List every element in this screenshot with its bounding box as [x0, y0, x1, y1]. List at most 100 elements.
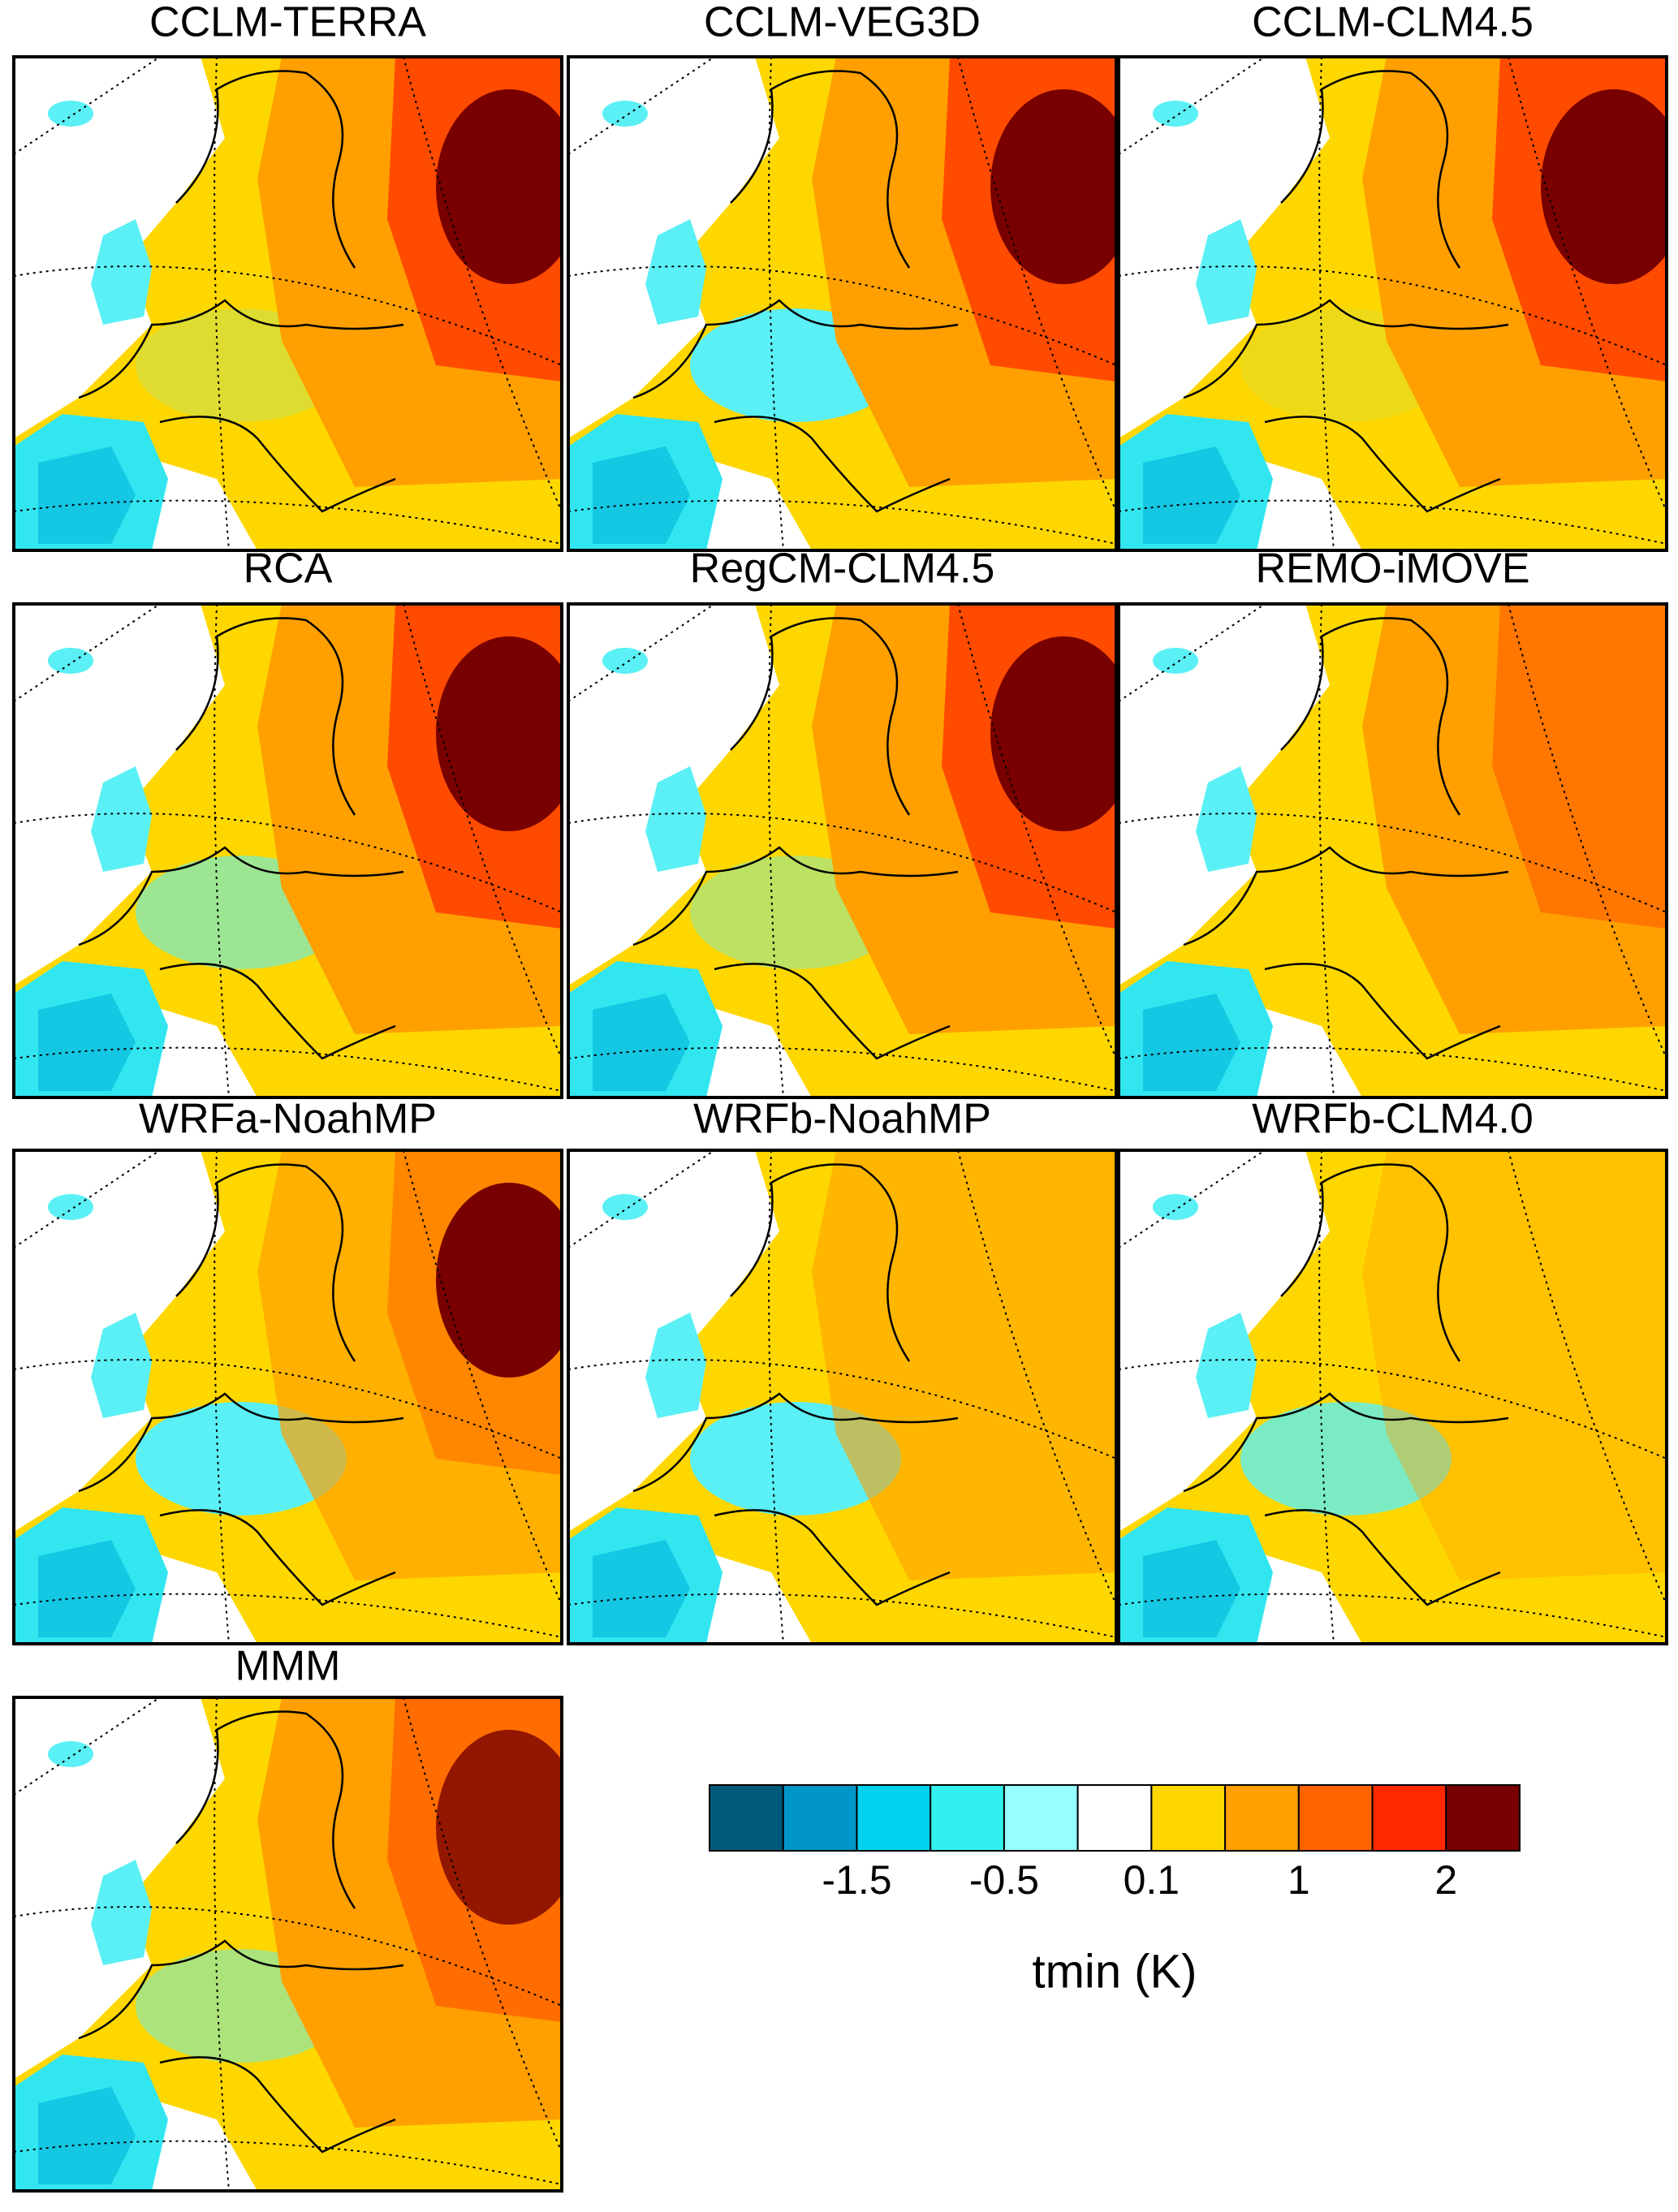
- iberia-core: [38, 446, 136, 544]
- graticule: [1318, 57, 1335, 550]
- coastline: [632, 299, 959, 399]
- iberia-core: [1143, 1540, 1240, 1637]
- colorbar-box: [930, 1784, 1005, 1852]
- panel-frame: [12, 1696, 563, 2193]
- graticule: [768, 1150, 784, 1644]
- graticule: [214, 604, 230, 1097]
- graticule: [214, 1150, 230, 1644]
- iberia-core: [38, 1540, 136, 1637]
- iberia-core: [1143, 446, 1240, 544]
- panel-frame: [567, 602, 1118, 1099]
- iberia-core: [593, 994, 690, 1091]
- graticule: [1508, 1150, 1667, 1606]
- graticule: [214, 57, 230, 550]
- graticule: [768, 57, 784, 550]
- colorbar-label: tmin (K): [1033, 1945, 1197, 1998]
- panel-frame: [12, 602, 563, 1099]
- graticule: [14, 1906, 562, 2007]
- iceland: [48, 1741, 93, 1767]
- coastline: [1264, 963, 1501, 1060]
- graticule: [1508, 604, 1667, 1059]
- panel-frame: [1117, 55, 1668, 552]
- coastline: [78, 846, 404, 946]
- panel-frame: [1117, 1149, 1668, 1645]
- coastline: [1280, 1163, 1461, 1362]
- panel-frame: [12, 1149, 563, 1645]
- uk: [91, 1860, 152, 1965]
- coastline: [1183, 846, 1509, 946]
- coastline: [730, 70, 911, 269]
- graticule: [568, 813, 1116, 913]
- graticule: [568, 265, 1116, 366]
- iceland: [602, 101, 648, 127]
- colorbar-tick-label: -0.5: [969, 1857, 1039, 1903]
- map-panel: [568, 604, 1116, 1097]
- graticule: [1318, 604, 1335, 1097]
- iceland: [1153, 1194, 1198, 1220]
- graticule: [1318, 1150, 1335, 1644]
- panel-title: MMM: [235, 1643, 341, 1690]
- coastline: [175, 1710, 356, 1909]
- hottest: [436, 89, 562, 284]
- hot-east: [1492, 604, 1667, 929]
- coastline: [1183, 299, 1509, 399]
- colorbar-box: [1445, 1784, 1521, 1852]
- uk: [91, 766, 152, 872]
- graticule: [957, 604, 1116, 1059]
- graticule: [1508, 57, 1667, 512]
- hottest: [436, 1730, 562, 1925]
- colorbar-box: [1076, 1784, 1153, 1852]
- graticule: [768, 604, 784, 1097]
- iberia-core: [38, 2087, 136, 2184]
- coastline: [175, 1163, 356, 1362]
- panel-title: CCLM-VEG3D: [704, 0, 981, 46]
- panel-title: CCLM-CLM4.5: [1252, 0, 1533, 46]
- map-panel: [568, 57, 1116, 550]
- uk: [91, 1313, 152, 1418]
- colorbar-tick-label: 2: [1434, 1857, 1457, 1903]
- coastline: [1264, 1509, 1501, 1606]
- coastline: [730, 617, 911, 816]
- coastline: [78, 299, 404, 399]
- graticule: [957, 1150, 1116, 1606]
- uk: [645, 766, 706, 872]
- graticule: [1119, 1359, 1667, 1460]
- uk: [645, 219, 706, 325]
- uk: [1196, 766, 1257, 872]
- colorbar-box: [782, 1784, 858, 1852]
- graticule: [403, 604, 562, 1059]
- coastline: [159, 1509, 396, 1606]
- iceland: [48, 1194, 93, 1220]
- uk: [1196, 219, 1257, 325]
- graticule: [403, 1150, 562, 1606]
- coastline: [175, 70, 356, 269]
- coastline: [632, 1392, 959, 1493]
- coastline: [714, 1509, 951, 1606]
- graticule: [403, 1697, 562, 2153]
- map-panel: [1119, 604, 1667, 1097]
- iberia-core: [38, 994, 136, 1091]
- warm-east: [812, 1150, 1116, 1580]
- panel-title: RegCM-CLM4.5: [690, 545, 995, 593]
- land-warm: [1119, 1150, 1667, 1644]
- iceland: [48, 648, 93, 674]
- iberia-core: [1143, 994, 1240, 1091]
- map-panel: [14, 1697, 562, 2191]
- map-panel: [568, 1150, 1116, 1644]
- graticule: [214, 1697, 230, 2191]
- hottest: [1541, 89, 1667, 284]
- coastline: [78, 1392, 404, 1493]
- graticule: [957, 57, 1116, 512]
- graticule: [568, 1359, 1116, 1460]
- colorbar-box: [1224, 1784, 1300, 1852]
- colorbar-box: [709, 1784, 784, 1852]
- coastline: [159, 2056, 396, 2154]
- panel-frame: [12, 55, 563, 552]
- warm-east: [1362, 1150, 1667, 1580]
- iberia-core: [593, 1540, 690, 1637]
- iceland: [602, 1194, 648, 1220]
- coastline: [1280, 617, 1461, 816]
- iceland: [1153, 101, 1198, 127]
- panel-title: WRFb-NoahMP: [693, 1096, 991, 1143]
- coastline: [159, 963, 396, 1060]
